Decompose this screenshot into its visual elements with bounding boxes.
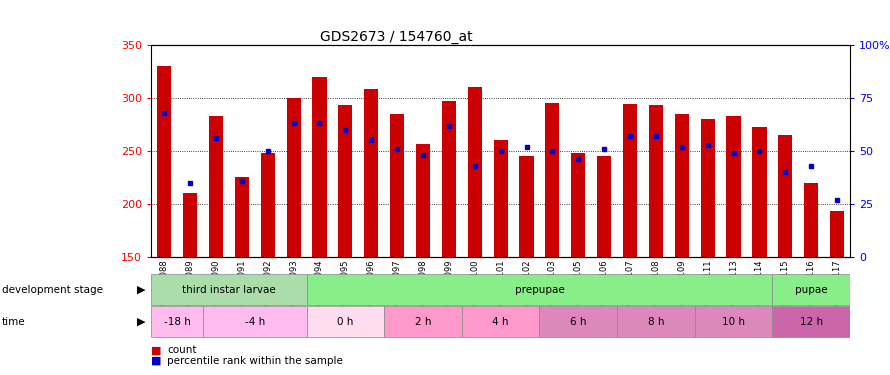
- Bar: [364, 90, 378, 257]
- Bar: [158, 66, 172, 257]
- Text: development stage: development stage: [2, 285, 102, 295]
- Bar: [752, 127, 766, 257]
- Bar: [209, 116, 223, 257]
- Bar: [520, 156, 534, 257]
- Bar: [726, 116, 740, 257]
- Bar: [287, 98, 301, 257]
- Bar: [804, 183, 818, 257]
- Bar: [675, 114, 689, 257]
- Bar: [695, 306, 773, 337]
- Bar: [261, 153, 275, 257]
- Text: 8 h: 8 h: [648, 316, 664, 327]
- Bar: [203, 306, 306, 337]
- Bar: [539, 306, 617, 337]
- Title: GDS2673 / 154760_at: GDS2673 / 154760_at: [320, 30, 472, 44]
- Text: 4 h: 4 h: [492, 316, 509, 327]
- Text: count: count: [167, 345, 197, 355]
- Bar: [306, 306, 384, 337]
- Bar: [235, 177, 249, 257]
- Bar: [700, 119, 715, 257]
- Bar: [312, 77, 327, 257]
- Bar: [390, 114, 404, 257]
- Bar: [571, 153, 586, 257]
- Bar: [778, 135, 792, 257]
- Bar: [623, 104, 637, 257]
- Bar: [649, 105, 663, 257]
- Bar: [384, 306, 462, 337]
- Bar: [306, 274, 773, 305]
- Bar: [151, 306, 203, 337]
- Text: ▶: ▶: [136, 285, 145, 295]
- Bar: [462, 306, 539, 337]
- Text: pupae: pupae: [795, 285, 828, 295]
- Bar: [829, 211, 844, 257]
- Text: 12 h: 12 h: [799, 316, 822, 327]
- Text: 10 h: 10 h: [722, 316, 745, 327]
- Bar: [441, 101, 456, 257]
- Text: percentile rank within the sample: percentile rank within the sample: [167, 356, 344, 366]
- Bar: [416, 144, 430, 257]
- Bar: [617, 306, 695, 337]
- Text: 6 h: 6 h: [570, 316, 587, 327]
- Bar: [467, 87, 481, 257]
- Bar: [773, 274, 850, 305]
- Bar: [597, 156, 611, 257]
- Bar: [546, 103, 560, 257]
- Text: third instar larvae: third instar larvae: [182, 285, 276, 295]
- Text: time: time: [2, 317, 26, 327]
- Bar: [151, 274, 306, 305]
- Text: -4 h: -4 h: [245, 316, 265, 327]
- Text: 0 h: 0 h: [337, 316, 353, 327]
- Bar: [338, 105, 352, 257]
- Text: ■: ■: [151, 345, 162, 355]
- Bar: [183, 194, 198, 257]
- Bar: [494, 140, 507, 257]
- Text: -18 h: -18 h: [164, 316, 190, 327]
- Text: prepupae: prepupae: [514, 285, 564, 295]
- Text: ▶: ▶: [136, 317, 145, 327]
- Text: 2 h: 2 h: [415, 316, 432, 327]
- Text: ■: ■: [151, 356, 162, 366]
- Bar: [773, 306, 850, 337]
